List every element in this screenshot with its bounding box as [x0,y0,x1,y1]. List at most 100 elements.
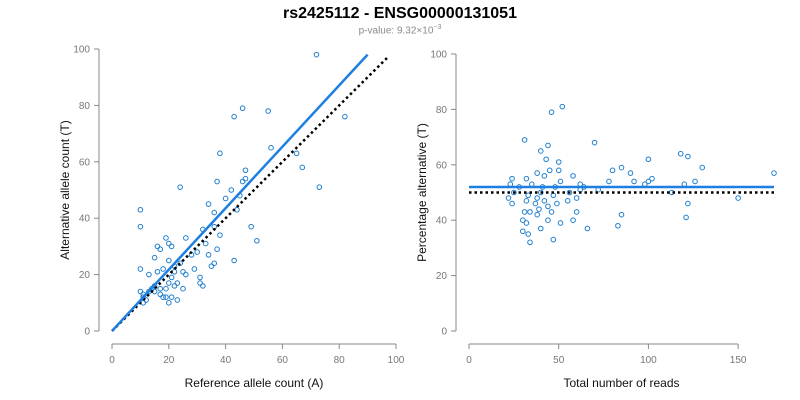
data-point [509,175,515,182]
data-point [615,222,621,229]
data-point [584,225,591,232]
data-point [154,243,161,250]
data-point [543,156,549,163]
data-point [618,211,625,218]
data-point [299,164,306,171]
data-point [231,113,237,120]
data-point [313,51,320,58]
data-point [268,144,274,151]
data-point [194,249,200,255]
data-point [545,217,551,223]
data-point [537,189,544,196]
data-point [248,223,254,230]
percentage-alternative-scatter: 0 50 100 150 0 20 40 60 80 100 Total number of rea… [415,50,777,390]
data-point [222,195,229,202]
x-tick-label: 20 [163,355,175,366]
data-point [239,105,246,112]
data-point [559,103,566,110]
data-point [677,150,684,157]
y-tick-label: 80 [436,105,448,116]
data-point [205,201,212,207]
data-point [211,209,218,216]
data-point [166,280,172,286]
data-point [771,170,777,176]
data-point [180,285,186,292]
data-point [509,200,515,207]
data-point [537,225,544,232]
data-point [242,167,249,174]
data-point [168,274,175,281]
data-point [557,178,564,185]
data-point [197,280,203,286]
data-point [534,170,540,176]
x-tick-label: 60 [277,355,289,366]
y-tick-label: 80 [79,101,91,112]
data-point [555,167,562,174]
data-point [649,175,655,182]
y-tick-label: 0 [84,327,90,338]
data-point [163,294,169,300]
data-point [208,263,215,269]
data-point [511,189,517,196]
data-point [254,237,260,244]
data-point [157,291,164,298]
data-point [627,170,634,176]
x-tick-label: 40 [220,355,232,366]
data-point [573,195,580,201]
x-axis-title: Reference allele count (A) [185,376,324,390]
y-tick-label: 20 [436,271,448,282]
data-point [231,257,237,264]
data-point [177,260,183,267]
data-point [606,178,612,185]
data-point [177,184,183,190]
data-point [342,113,348,120]
data-point [550,236,557,243]
page-subtitle: p-value: 9.32×10−3 [0,24,800,36]
data-point [239,178,246,185]
data-point [537,148,544,154]
data-point [200,283,206,289]
subtitle-prefix: p-value: 9.32×10 [358,25,434,37]
data-point [534,195,540,201]
data-point [242,175,249,182]
data-point [525,192,532,199]
data-point [191,266,198,272]
data-point [685,153,691,160]
y-tick-label: 20 [79,270,91,281]
data-point [692,178,698,185]
fitted-line [111,53,369,332]
data-point [157,246,164,253]
expected-ratio-line [111,56,389,332]
data-point [214,246,220,253]
data-point [554,200,560,207]
data-point [541,173,548,179]
data-point [160,294,166,300]
subtitle-exponent: −3 [433,24,442,31]
data-point [520,228,526,235]
data-point [137,288,144,295]
data-point [534,211,540,218]
data-point [163,285,169,292]
data-point [197,274,203,281]
x-tick-label: 150 [730,355,747,366]
data-point [183,235,189,241]
data-point [570,217,576,223]
x-tick-label: 50 [553,355,565,366]
y-tick-label: 40 [436,216,448,227]
data-point [505,195,512,201]
data-point [609,167,616,174]
data-point [316,184,323,190]
data-point [527,209,533,215]
data-point [166,300,172,306]
data-point [566,189,573,196]
data-point [521,209,528,215]
x-tick-label: 0 [466,355,472,366]
data-point [168,243,175,250]
data-point [532,200,539,207]
page-title: rs2425112 - ENSG00000131051 [283,5,517,22]
data-point [557,220,564,226]
y-tick-label: 40 [79,214,91,225]
data-point [265,108,272,114]
data-point [591,139,598,146]
